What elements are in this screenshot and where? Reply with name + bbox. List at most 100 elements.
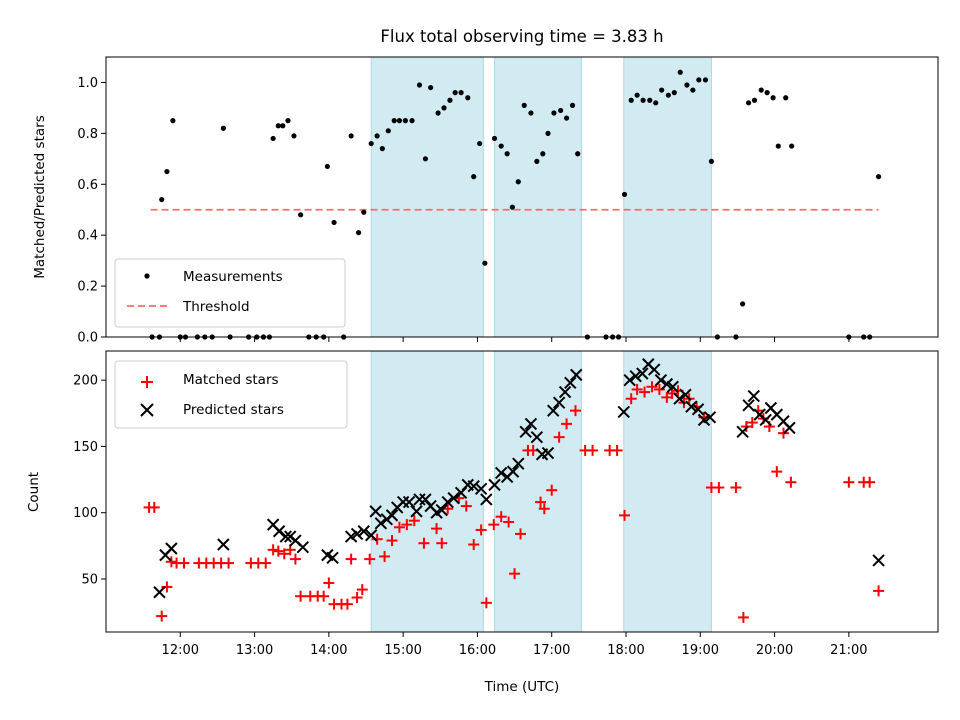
measurement-point: [422, 156, 429, 162]
measurement-point: [745, 100, 752, 106]
measurement-point: [740, 301, 746, 307]
predicted-star-point: [519, 425, 532, 439]
predicted-star-point: [736, 425, 749, 439]
matched-star-point: [619, 509, 631, 521]
bottom-panel: 50 100 150 200 12:00 13:00 14:00 15:00 16:00 17:…: [26, 350, 939, 695]
matched-star-point: [431, 523, 443, 535]
x-tick-label: 21:00: [830, 643, 867, 658]
bottom-x-ticks: 12:00 13:00 14:00 15:00 16:00 17:00 18:00 19:00…: [162, 632, 868, 658]
matched-star-point: [646, 381, 658, 393]
predicted-star-point: [467, 479, 480, 493]
measurement-point: [491, 135, 498, 142]
matched-star-point: [165, 556, 177, 568]
matched-star-point: [535, 496, 547, 508]
predicted-star-point: [419, 493, 432, 506]
matched-star-point: [561, 418, 573, 430]
x-axis-label: Time (UTC): [484, 679, 560, 695]
matched-star-point: [653, 383, 665, 395]
y-tick-label: 100: [73, 506, 98, 521]
predicted-star-point: [546, 404, 560, 417]
matched-star-point: [713, 482, 725, 494]
measurement-point: [534, 158, 540, 164]
predicted-legend-label: Predicted stars: [183, 402, 284, 418]
predicted-star-point: [759, 413, 772, 427]
predicted-star-point: [402, 495, 416, 509]
top-y-ticks: 0.0 0.2 0.4 0.6 0.8 1.0: [77, 76, 106, 346]
matched-star-point: [156, 610, 168, 622]
measurement-points: [149, 69, 882, 340]
top-axes-frame: [105, 56, 939, 338]
measurement-point: [775, 143, 781, 149]
predicted-star-point: [369, 505, 382, 518]
predicted-star-point: [636, 367, 649, 380]
measurement-point: [684, 82, 690, 88]
x-tick-label: 16:00: [459, 643, 496, 658]
bottom-legend: Matched stars Predicted stars: [114, 360, 348, 429]
predicted-star-point: [350, 527, 364, 541]
chart-title: Flux total observing time = 3.83 h: [380, 27, 663, 46]
threshold-legend-label: Threshold: [182, 299, 250, 315]
predicted-star-point: [165, 542, 178, 555]
x-tick-label: 13:00: [236, 643, 273, 658]
measurement-point: [671, 90, 677, 96]
measurement-point: [280, 123, 286, 129]
matched-legend-label: Matched stars: [183, 372, 279, 388]
matched-star-point: [278, 548, 290, 560]
measurement-point: [285, 118, 291, 124]
measurement-point: [569, 102, 576, 108]
matched-star-point: [553, 431, 565, 443]
measurement-point: [551, 110, 557, 116]
measurement-point: [385, 128, 391, 134]
measurement-point: [465, 95, 471, 101]
matched-star-point: [785, 476, 797, 488]
y-tick-label: 0.4: [77, 229, 98, 244]
predicted-star-point: [564, 376, 577, 390]
matched-star-point: [436, 537, 448, 549]
matched-star-point: [223, 557, 235, 569]
measurement-point: [170, 118, 176, 124]
matched-star-point: [488, 519, 500, 531]
matched-star-point: [356, 584, 368, 596]
predicted-star-point: [629, 369, 642, 383]
predicted-star-point: [541, 446, 555, 460]
matched-star-point: [639, 386, 651, 398]
measurement-point: [458, 90, 464, 96]
measurement-point: [621, 191, 628, 198]
matched-star-point: [345, 553, 357, 565]
measurement-point: [441, 105, 447, 111]
measurement-point: [270, 135, 276, 142]
predicted-legend-marker: [140, 403, 154, 417]
matched-star-point: [161, 581, 173, 593]
matched-star-point: [737, 611, 749, 623]
measurement-point: [482, 260, 488, 266]
matched-star-point: [625, 393, 637, 405]
matched-star-point: [569, 405, 581, 417]
measurement-point: [764, 90, 770, 96]
bottom-legend-box: [114, 360, 348, 429]
predicted-star-point: [447, 491, 460, 505]
top-y-axis-label: Matched/Predicted stars: [32, 115, 48, 278]
measurement-point: [563, 115, 570, 121]
matched-star-point: [475, 524, 487, 536]
top-x-ticks: [179, 337, 850, 342]
predicted-star-point: [480, 493, 493, 506]
measurement-point: [628, 97, 634, 103]
matched-star-point: [272, 545, 284, 557]
matched-star-point: [418, 537, 430, 549]
predicted-star-point: [552, 396, 566, 409]
measurement-point: [409, 118, 415, 124]
shaded-interval: [623, 56, 712, 338]
measurement-point: [758, 87, 764, 93]
measurement-point: [789, 143, 795, 149]
shaded-interval: [494, 350, 582, 633]
measurement-point: [665, 92, 671, 98]
x-tick-label: 18:00: [607, 643, 644, 658]
shaded-interval: [370, 350, 484, 633]
shaded-interval: [494, 56, 582, 338]
matched-star-point: [468, 539, 480, 551]
predicted-star-point: [435, 503, 448, 517]
measurement-point: [634, 92, 640, 98]
predicted-star-point: [506, 465, 520, 478]
predicted-star-point: [783, 421, 796, 435]
